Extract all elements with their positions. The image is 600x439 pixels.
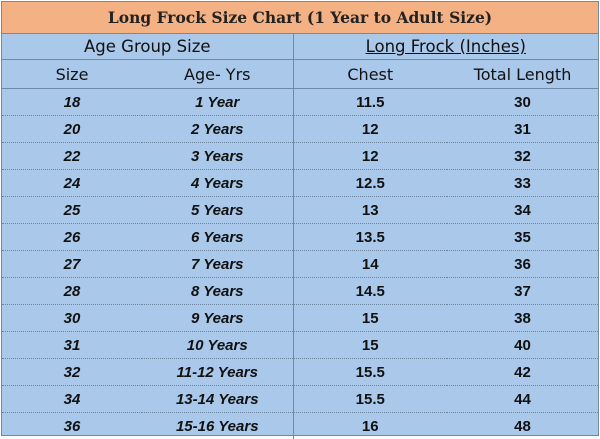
column-header-row: Size Age- Yrs Chest Total Length	[2, 60, 598, 89]
size-cell: 25	[2, 197, 142, 224]
column-header-age: Age- Yrs	[142, 60, 293, 89]
size-cell: 28	[2, 278, 142, 305]
age-cell: 8 Years	[142, 278, 293, 305]
chest-cell: 15	[293, 332, 447, 359]
chest-cell: 13.5	[293, 224, 447, 251]
size-table: Age Group Size Long Frock (Inches) Size …	[2, 34, 598, 439]
group-header-age: Age Group Size	[2, 34, 293, 60]
group-header-long-frock: Long Frock (Inches)	[293, 34, 598, 60]
chest-cell: 11.5	[293, 89, 447, 116]
size-cell: 18	[2, 89, 142, 116]
size-cell: 22	[2, 143, 142, 170]
age-cell: 15-16 Years	[142, 413, 293, 439]
chest-cell: 12	[293, 143, 447, 170]
total-length-cell: 34	[447, 197, 598, 224]
size-cell: 34	[2, 386, 142, 413]
size-cell: 36	[2, 413, 142, 439]
chest-cell: 13	[293, 197, 447, 224]
size-cell: 27	[2, 251, 142, 278]
age-cell: 7 Years	[142, 251, 293, 278]
size-cell: 31	[2, 332, 142, 359]
total-length-cell: 32	[447, 143, 598, 170]
chest-cell: 12	[293, 116, 447, 143]
column-header-chest: Chest	[293, 60, 447, 89]
total-length-cell: 30	[447, 89, 598, 116]
age-cell: 4 Years	[142, 170, 293, 197]
size-cell: 30	[2, 305, 142, 332]
total-length-cell: 42	[447, 359, 598, 386]
age-cell: 3 Years	[142, 143, 293, 170]
column-header-size: Size	[2, 60, 142, 89]
age-cell: 13-14 Years	[142, 386, 293, 413]
total-length-cell: 33	[447, 170, 598, 197]
age-cell: 6 Years	[142, 224, 293, 251]
total-length-cell: 44	[447, 386, 598, 413]
age-cell: 11-12 Years	[142, 359, 293, 386]
age-cell: 10 Years	[142, 332, 293, 359]
age-cell: 9 Years	[142, 305, 293, 332]
size-cell: 20	[2, 116, 142, 143]
size-cell: 32	[2, 359, 142, 386]
age-cell: 5 Years	[142, 197, 293, 224]
total-length-cell: 37	[447, 278, 598, 305]
chest-cell: 14	[293, 251, 447, 278]
age-cell: 2 Years	[142, 116, 293, 143]
chest-cell: 16	[293, 413, 447, 439]
column-header-total-length: Total Length	[447, 60, 598, 89]
total-length-cell: 48	[447, 413, 598, 439]
total-length-cell: 38	[447, 305, 598, 332]
chest-cell: 15.5	[293, 359, 447, 386]
total-length-cell: 35	[447, 224, 598, 251]
chest-cell: 15.5	[293, 386, 447, 413]
total-length-cell: 36	[447, 251, 598, 278]
chart-title: Long Frock Size Chart (1 Year to Adult S…	[2, 2, 598, 34]
size-cell: 24	[2, 170, 142, 197]
chest-cell: 12.5	[293, 170, 447, 197]
size-cell: 26	[2, 224, 142, 251]
total-length-cell: 40	[447, 332, 598, 359]
group-header-row: Age Group Size Long Frock (Inches)	[2, 34, 598, 60]
total-length-cell: 31	[447, 116, 598, 143]
chest-cell: 14.5	[293, 278, 447, 305]
chest-cell: 15	[293, 305, 447, 332]
age-cell: 1 Year	[142, 89, 293, 116]
